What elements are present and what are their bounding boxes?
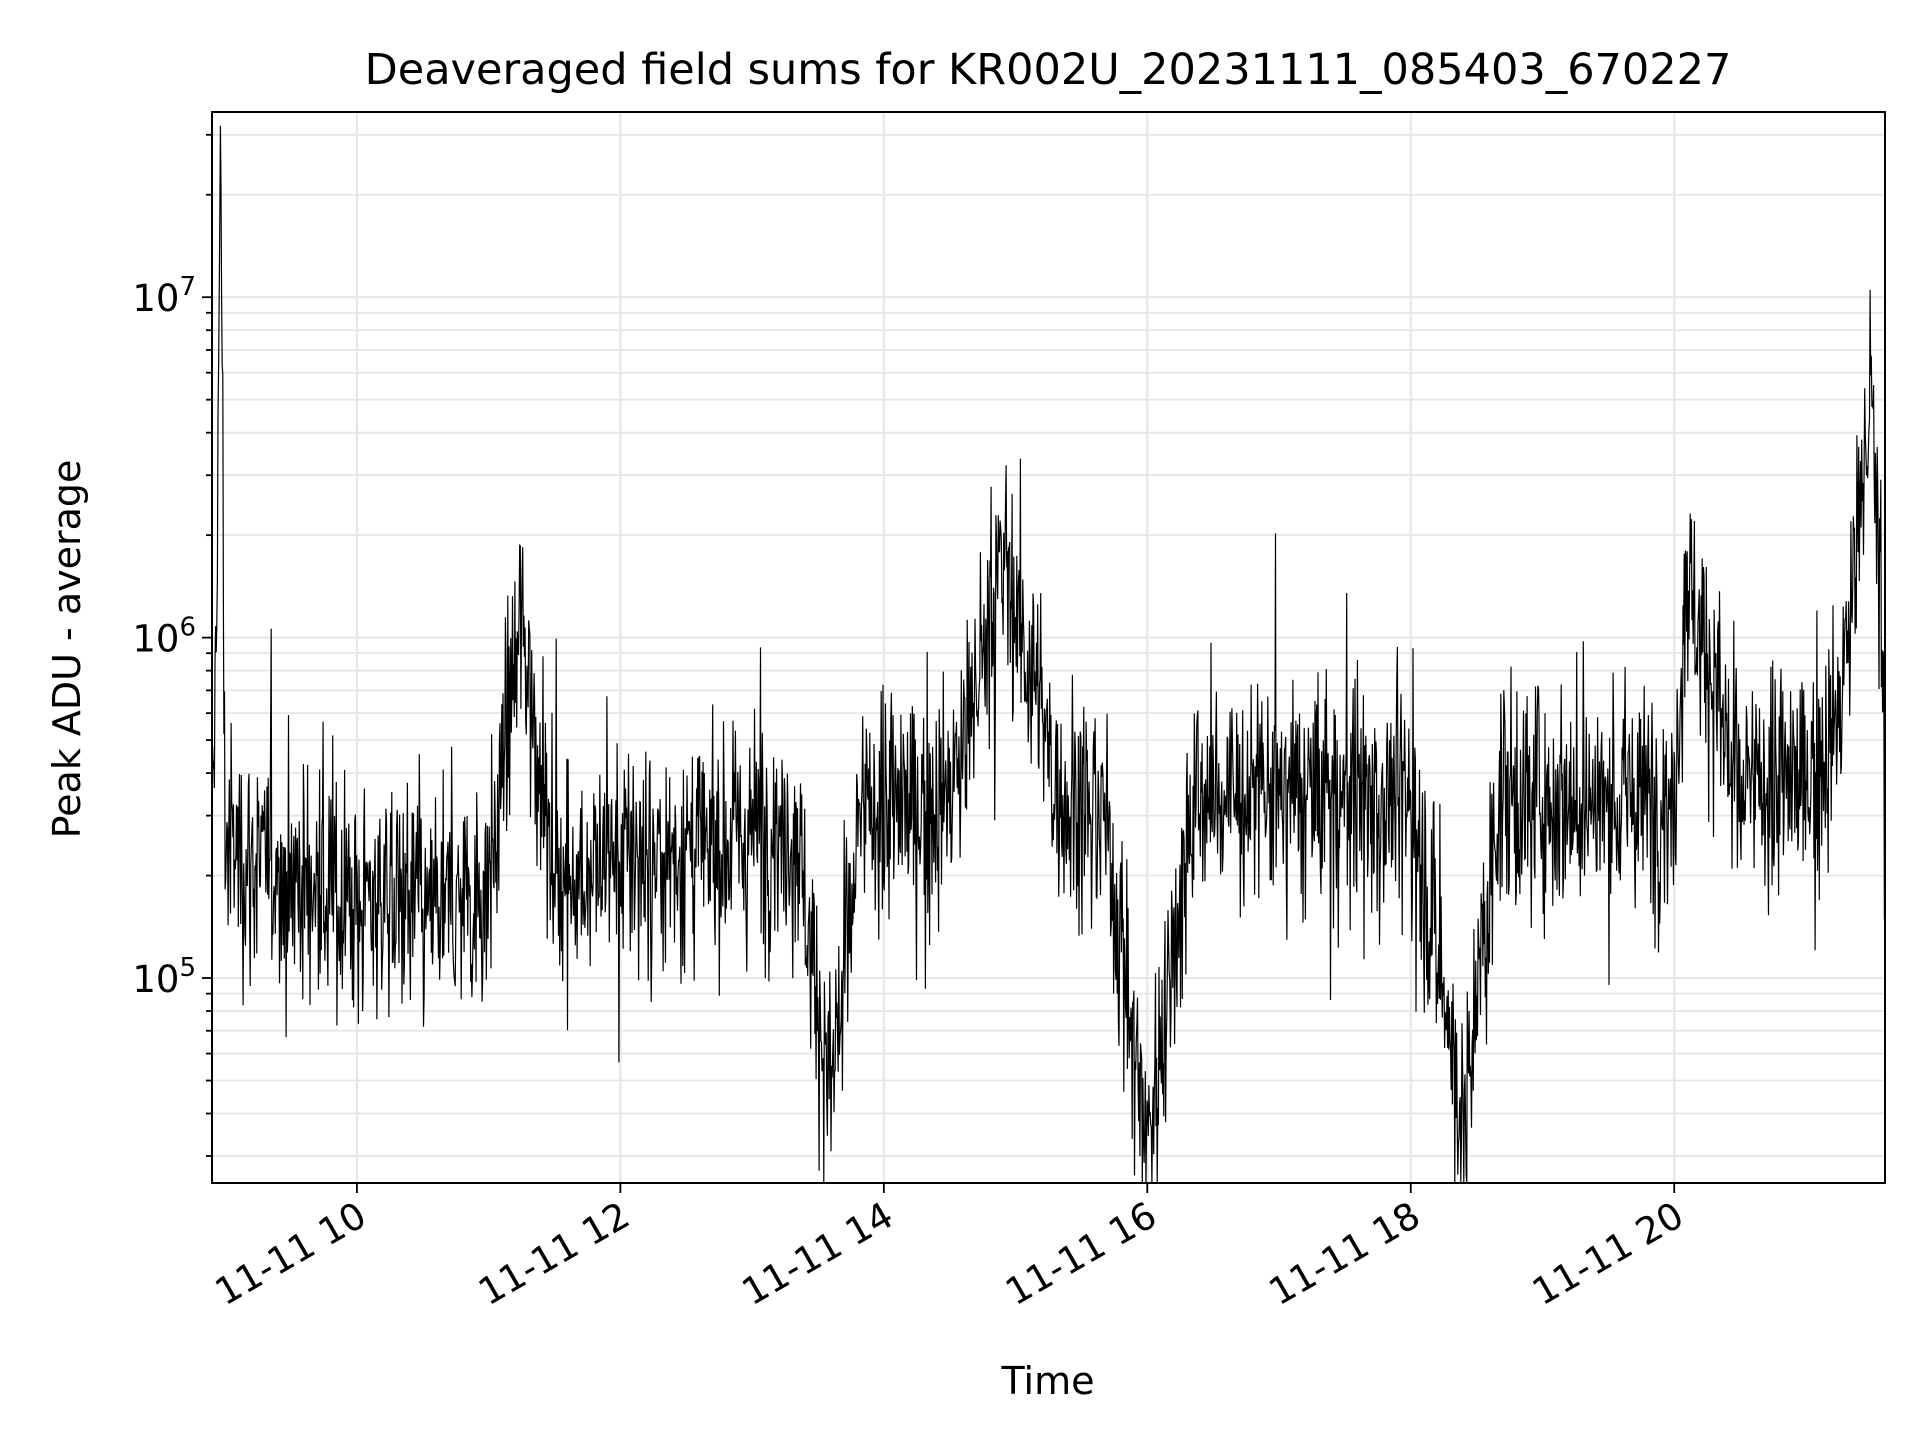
y-tick-label-base: 10	[132, 618, 179, 661]
y-tick-label-exponent: 7	[179, 272, 196, 302]
y-tick-label: 106	[132, 613, 196, 661]
chart-title: Deaveraged field sums for KR002U_2023111…	[365, 45, 1732, 95]
y-tick-label-base: 10	[132, 958, 179, 1001]
y-axis-label: Peak ADU - average	[45, 460, 89, 839]
plot-frame	[211, 111, 1886, 1184]
y-tick-label-exponent: 6	[179, 613, 196, 643]
y-tick-label-exponent: 5	[179, 953, 196, 983]
series-line-0	[211, 125, 1886, 1184]
x-axis-label: Time	[1001, 1359, 1095, 1403]
y-tick-label: 107	[132, 272, 196, 320]
y-tick-label-base: 10	[132, 277, 179, 320]
y-tick-label: 105	[132, 953, 196, 1001]
series-layer	[211, 125, 1886, 1184]
